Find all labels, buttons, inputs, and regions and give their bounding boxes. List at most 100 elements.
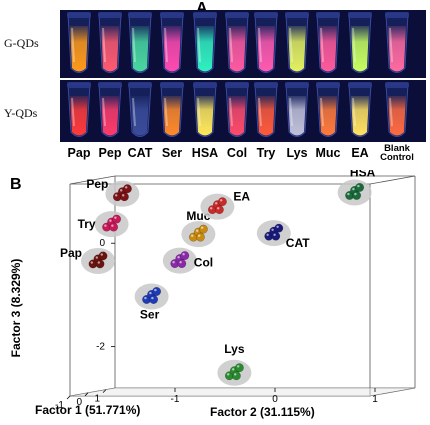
y-tube-1 [98,82,122,137]
g-tube-liquid-9 [351,26,369,72]
tube-label: EA [351,146,369,160]
g-tube-liquid-1 [101,26,119,72]
y-tube-liquid-0 [70,96,88,136]
y-tube-3 [160,82,184,137]
point-label: CAT [286,236,310,250]
y-tick-label: 0 [272,394,278,405]
g-tube-6 [254,12,278,73]
data-point [112,214,122,224]
g-tube-liquid-3 [163,26,181,72]
g-tube-liquid-6 [257,26,275,72]
tube-label: Pep [98,146,122,160]
g-tube-liquid-4 [196,26,214,72]
y-tube-10 [385,82,409,137]
point-label: EA [233,190,250,204]
g-tube-liquid-0 [70,26,88,72]
y-qds-row-label: Y-QDs [4,106,38,120]
point-label: Pap [60,246,82,260]
g-tube-7 [285,12,309,73]
data-point [119,192,129,202]
cluster-muc: Muc [181,209,216,248]
data-point [195,232,205,242]
cluster-cat: CAT [256,220,310,250]
g-tube-liquid-10 [388,26,406,72]
g-tube-8 [316,12,340,73]
cluster-lys: Lys [217,342,252,386]
g-qds-tubes [67,12,409,73]
x-tick-label: 1 [94,394,100,405]
y-tube-2 [128,82,152,137]
data-point [198,224,208,234]
y-tube-liquid-10 [388,96,406,136]
data-point [234,363,244,373]
cluster-ser: Ser [134,283,169,322]
g-qds-row-label: G-QDs [4,36,39,50]
y-axis-title: Factor 2 (31.115%) [210,405,315,419]
x-tick-mark [66,395,71,400]
g-tube-liquid-2 [131,26,149,72]
cluster-col: Col [162,247,213,274]
g-tube-2 [128,12,152,73]
point-label: HSA [350,170,376,179]
y-tube-0 [67,82,91,137]
g-tube-liquid-5 [228,26,246,72]
data-point [352,191,362,200]
cluster-hsa: HSA [337,170,376,206]
tube-label: Col [226,146,248,160]
tube-label: Ser [161,146,183,160]
cluster-pep: Pep [86,177,140,207]
y-tube-liquid-5 [228,96,246,136]
y-tube-liquid-9 [351,96,369,136]
point-label: Ser [140,308,160,322]
x-axis-title: Factor 1 (51.771%) [35,403,140,417]
tube-label: Try [256,146,276,160]
y-tube-7 [285,82,309,137]
x-tick-label: -1 [55,400,64,411]
x-tick-label: 0 [76,397,82,408]
y-tube-8 [316,82,340,137]
cluster-try: Try [78,211,129,238]
y-tube-liquid-4 [196,96,214,136]
data-point [355,183,365,192]
g-tube-5 [225,12,249,73]
cluster-pap: Pap [60,246,115,274]
point-label: Col [194,256,213,270]
y-tick-label: -1 [171,394,180,405]
point-label: Try [78,217,96,231]
y-tube-4 [193,82,217,137]
g-tube-liquid-7 [288,26,306,72]
data-point [109,222,119,232]
data-point [122,184,132,194]
y-tube-5 [225,82,249,137]
data-point [149,295,159,304]
y-tube-liquid-6 [257,96,275,136]
x-tick-mark [84,392,89,397]
z-tick-label: 0 [99,238,105,249]
x-tick-mark [102,389,107,393]
tube-label: Blank Control [380,143,414,163]
g-tube-liquid-8 [319,26,337,72]
tube-label: CAT [127,146,153,160]
y-tick-label: 1 [372,394,378,405]
g-tube-4 [193,12,217,73]
z-tick-label: -2 [96,342,105,353]
data-point [217,197,227,207]
g-qds-tube-photo [60,10,426,78]
y-tube-liquid-7 [288,96,306,136]
point-label: Lys [224,342,245,356]
y-tube-liquid-8 [319,96,337,136]
y-qds-tubes [67,82,409,137]
tube-label: Pap [67,146,91,160]
panel-b-label: B [10,176,22,193]
g-tube-1 [98,12,122,73]
tube-label: HSA [191,146,219,160]
tube-label-line: Blank [384,143,410,154]
panel-a-label: A [196,0,208,17]
y-tube-liquid-1 [101,96,119,136]
data-point [152,287,162,296]
g-tube-3 [160,12,184,73]
tube-label: Muc [315,146,341,160]
y-tube-6 [254,82,278,137]
g-tube-0 [67,12,91,73]
